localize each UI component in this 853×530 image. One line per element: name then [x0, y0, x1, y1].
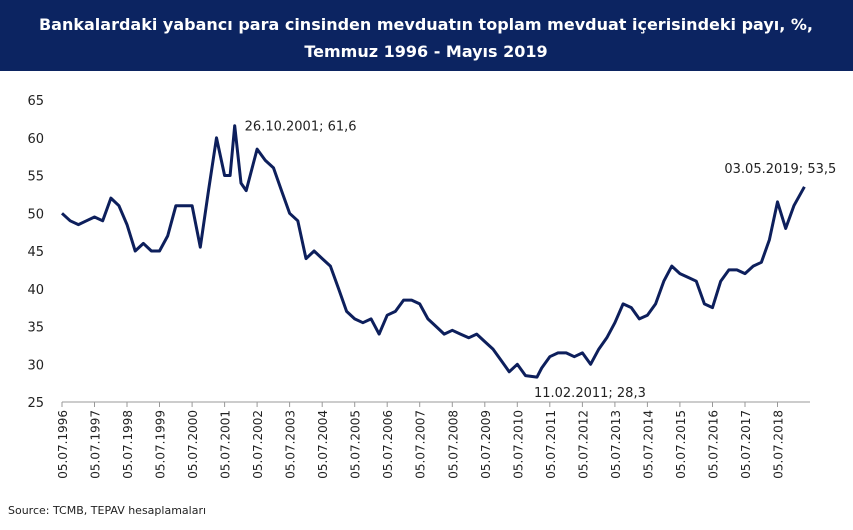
- x-tick-label: 05.07.1997: [89, 410, 103, 479]
- y-tick-label: 55: [27, 170, 44, 185]
- x-tick-label: 05.07.1998: [121, 410, 135, 479]
- x-tick-label: 05.07.2007: [414, 410, 428, 479]
- annotation: 03.05.2019; 53,5: [724, 162, 836, 177]
- chart-subtitle: Temmuz 1996 - Mayıs 2019: [304, 42, 547, 61]
- y-tick-label: 35: [27, 321, 44, 336]
- x-tick-label: 05.07.2003: [284, 410, 298, 479]
- y-tick-label: 30: [27, 358, 44, 373]
- y-tick-label: 40: [27, 283, 44, 298]
- x-tick-label: 05.07.2015: [674, 410, 688, 479]
- x-tick-label: 05.07.2000: [186, 410, 200, 479]
- x-tick-label: 05.07.1999: [154, 410, 168, 479]
- x-tick-label: 05.07.2013: [609, 410, 623, 479]
- x-tick-label: 05.07.1996: [56, 410, 70, 479]
- y-tick-label: 45: [27, 245, 44, 260]
- x-tick-label: 05.07.2004: [316, 410, 330, 479]
- x-tick-label: 05.07.2012: [576, 410, 590, 479]
- source-note: Source: TCMB, TEPAV hesaplamaları: [8, 504, 206, 517]
- data-line: [60, 124, 806, 379]
- x-tick-label: 05.07.2001: [219, 410, 233, 479]
- x-tick-label: 05.07.2006: [381, 410, 395, 479]
- x-tick-label: 05.07.2017: [739, 410, 753, 479]
- x-tick-label: 05.07.2002: [251, 410, 265, 479]
- x-tick-label: 05.07.2010: [511, 410, 525, 479]
- y-tick-label: 25: [27, 396, 44, 411]
- x-tick-label: 05.07.2018: [771, 410, 785, 479]
- annotation: 11.02.2011; 28,3: [534, 386, 646, 401]
- x-tick-label: 05.07.2008: [446, 410, 460, 479]
- annotation: 26.10.2001; 61,6: [245, 120, 357, 135]
- x-tick-label: 05.07.2011: [544, 410, 558, 479]
- y-tick-label: 65: [27, 94, 44, 109]
- x-tick-label: 05.07.2014: [641, 410, 655, 479]
- header-band: [0, 0, 853, 71]
- y-tick-label: 50: [27, 207, 44, 222]
- x-tick-label: 05.07.2009: [479, 410, 493, 479]
- y-tick-label: 60: [27, 132, 44, 147]
- chart-title: Bankalardaki yabancı para cinsinden mevd…: [39, 15, 813, 34]
- x-tick-label: 05.07.2005: [349, 410, 363, 479]
- x-tick-label: 05.07.2016: [706, 410, 720, 479]
